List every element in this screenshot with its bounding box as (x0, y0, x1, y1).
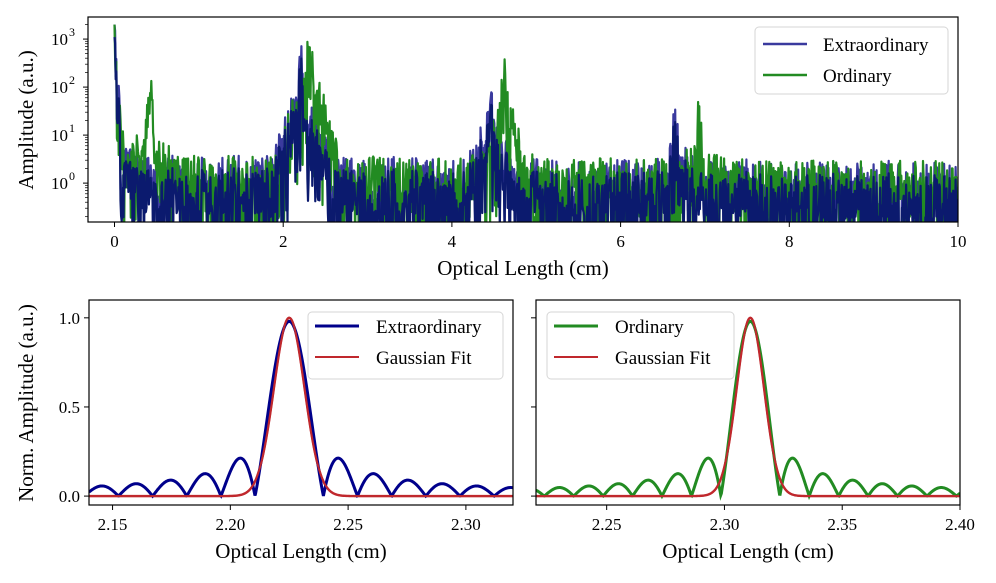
top-x-ticks: 0 2 4 6 8 10 (110, 222, 967, 251)
top-y-tick-label: 10 (51, 78, 68, 97)
bottom-left-panel: 2.15 2.20 2.25 2.30 0.0 0.5 1.0 Optical Lengt… (14, 299, 514, 563)
top-x-tick-label: 0 (110, 232, 119, 251)
top-y-tick-label: 10 (51, 126, 68, 145)
top-y-axis-label: Amplitude (a.u.) (14, 50, 38, 189)
legend-label-ordinary: Ordinary (615, 317, 684, 338)
top-x-tick-label: 10 (950, 232, 967, 251)
top-y-tick-exponent: 0 (69, 169, 75, 183)
top-x-tick-label: 2 (279, 232, 288, 251)
bottom-right-y-ticks (531, 317, 536, 497)
br-x-tick-label: 2.40 (945, 515, 975, 534)
top-y-tick-exponent: 2 (69, 73, 75, 87)
bottom-right-plot-frame (535, 299, 961, 506)
top-y-tick-label: 10 (51, 30, 68, 49)
extraordinary-peak-line (89, 319, 513, 499)
bottom-left-legend: Extraordinary Gaussian Fit (307, 311, 504, 380)
legend-label-gaussian-fit: Gaussian Fit (615, 348, 711, 369)
bottom-left-plot-frame (88, 299, 514, 506)
bl-x-tick-label: 2.15 (98, 515, 128, 534)
br-x-tick-label: 2.35 (827, 515, 857, 534)
br-x-tick-label: 2.25 (592, 515, 622, 534)
top-plot-frame (87, 16, 959, 223)
bottom-right-x-axis-label: Optical Length (cm) (662, 539, 833, 563)
gaussian-fit-line-overlay (536, 316, 960, 498)
legend-label-extraordinary: Extraordinary (823, 35, 929, 56)
bottom-left-y-ticks: 0.0 0.5 1.0 (59, 309, 89, 506)
bl-y-tick-label: 0.5 (59, 398, 80, 417)
top-x-tick-label: 6 (616, 232, 625, 251)
top-y-tick-exponent: 1 (69, 121, 75, 135)
legend-label-ordinary: Ordinary (823, 66, 892, 87)
top-y-tick-exponent: 3 (69, 25, 75, 39)
top-y-tick-label: 10 (51, 174, 68, 193)
bottom-right-x-ticks: 2.25 2.30 2.35 2.40 (592, 505, 975, 534)
bottom-left-x-axis-label: Optical Length (cm) (215, 539, 386, 563)
bottom-left-x-ticks: 2.15 2.20 2.25 2.30 (98, 505, 481, 534)
bottom-right-legend: Ordinary Gaussian Fit (546, 311, 735, 380)
bl-y-tick-label: 0.0 (59, 487, 80, 506)
bottom-left-y-axis-label: Norm. Amplitude (a.u.) (14, 304, 38, 502)
bl-x-tick-label: 2.30 (451, 515, 481, 534)
top-legend: Extraordinary Ordinary (754, 26, 949, 95)
bl-x-tick-label: 2.25 (333, 515, 363, 534)
extraordinary-series-line-overlay (113, 36, 958, 222)
bottom-left-legend-box (307, 311, 504, 380)
bl-x-tick-label: 2.20 (215, 515, 245, 534)
top-x-tick-label: 8 (785, 232, 794, 251)
top-x-tick-label: 4 (448, 232, 457, 251)
br-x-tick-label: 2.30 (710, 515, 740, 534)
gaussian-fit-line-overlay (89, 316, 513, 498)
bottom-right-panel: 2.25 2.30 2.35 2.40 Optical Length (cm) Ord… (531, 299, 975, 563)
bottom-right-legend-box (546, 311, 735, 380)
top-x-axis-label: Optical Length (cm) (437, 256, 608, 280)
legend-label-extraordinary: Extraordinary (376, 317, 482, 338)
bl-y-tick-label: 1.0 (59, 309, 80, 328)
legend-label-gaussian-fit: Gaussian Fit (376, 348, 472, 369)
